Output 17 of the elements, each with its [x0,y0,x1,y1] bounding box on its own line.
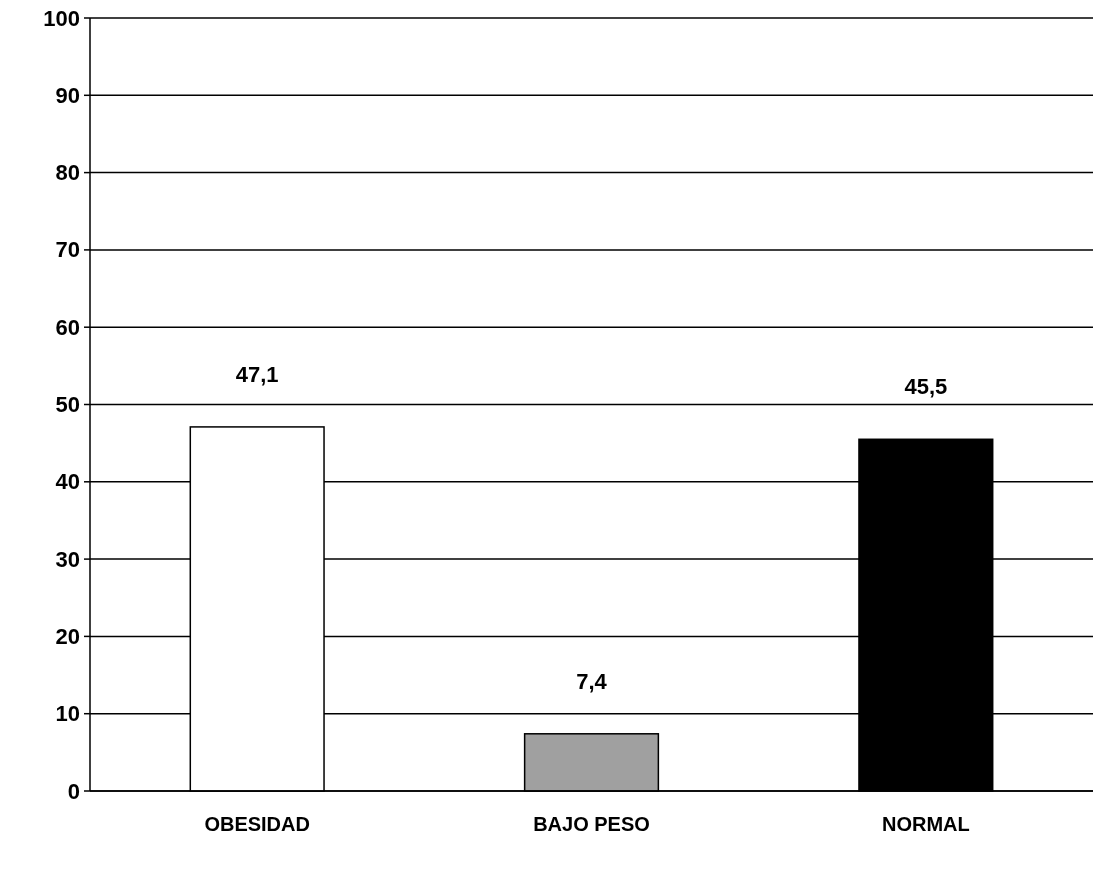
data-label: 47,1 [235,361,279,387]
y-tick-label: 30 [55,546,80,572]
data-label: 45,5 [904,374,948,400]
x-tick-label: BAJO PESO [533,813,650,835]
y-tick-label: 70 [55,237,80,263]
y-tick-label: 60 [55,314,80,340]
y-tick-label: 20 [55,623,80,649]
y-tick-label: 0 [67,778,80,804]
x-tick-label: OBESIDAD [204,813,310,835]
y-tick-label: 40 [55,469,80,495]
y-tick-label: 80 [55,160,80,186]
y-tick-label: 10 [55,701,80,727]
y-tick-label: 50 [55,392,80,417]
y-tick-label: 100 [43,5,80,31]
data-label: 7,4 [576,668,608,694]
x-tick-label: NORMAL [881,813,970,835]
y-tick-label: 90 [55,82,80,108]
